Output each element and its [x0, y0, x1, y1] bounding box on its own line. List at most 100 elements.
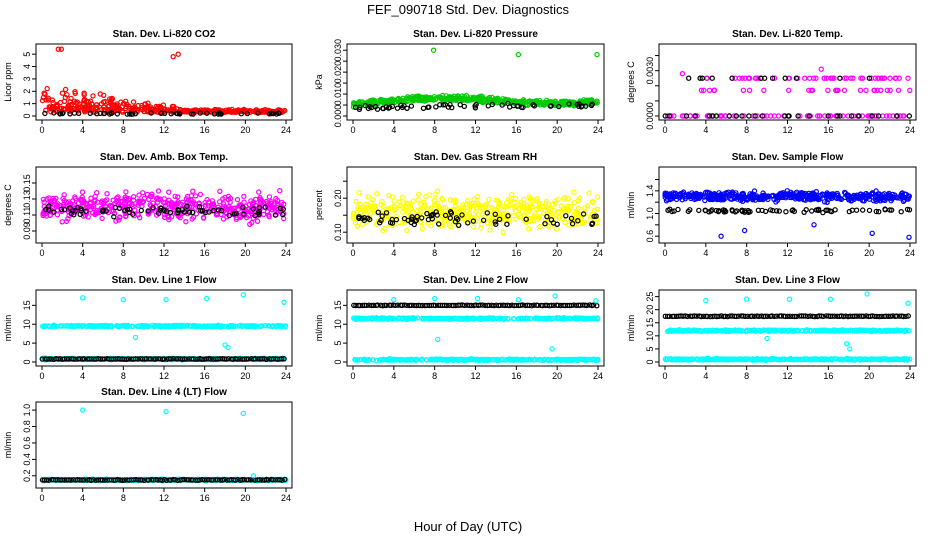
- data-point: [802, 75, 808, 81]
- y-axis-label: ml/min: [626, 315, 636, 342]
- data-point: [884, 87, 891, 94]
- data-point: [582, 357, 588, 363]
- data-point: [771, 75, 778, 81]
- outlier-point: [430, 47, 437, 53]
- data-point: [40, 196, 47, 203]
- data-point: [861, 198, 867, 204]
- data-point: [440, 197, 446, 203]
- data-point: [227, 323, 234, 329]
- data-point: [423, 95, 430, 102]
- data-point: [49, 97, 56, 103]
- reference-point: [697, 75, 703, 81]
- data-point: [102, 98, 108, 105]
- data-point: [456, 96, 462, 102]
- x-tick-label: 0: [662, 371, 667, 381]
- points-layer: [662, 66, 913, 119]
- reference-point: [436, 221, 442, 227]
- reference-point: [569, 220, 576, 227]
- data-point: [252, 323, 258, 329]
- data-point: [829, 191, 835, 197]
- reference-point: [568, 302, 575, 309]
- reference-point: [563, 213, 569, 219]
- reference-point: [46, 356, 52, 362]
- reference-point: [71, 110, 78, 116]
- data-point: [378, 98, 385, 104]
- reference-point: [130, 211, 136, 217]
- y-tick-label: 0.20: [333, 189, 343, 207]
- data-point: [553, 226, 560, 232]
- data-point: [41, 323, 47, 329]
- data-point: [763, 194, 770, 200]
- reference-point: [280, 206, 286, 212]
- reference-point: [849, 207, 856, 213]
- reference-point: [86, 356, 92, 362]
- reference-point: [493, 221, 499, 227]
- y-tick-label: 0.09: [22, 222, 32, 240]
- data-point: [374, 315, 380, 321]
- data-point: [409, 95, 415, 102]
- x-tick-label: 12: [470, 371, 480, 381]
- data-point: [467, 203, 474, 209]
- reference-point: [161, 110, 168, 117]
- reference-point: [168, 110, 174, 117]
- data-point: [206, 199, 212, 205]
- reference-point: [702, 207, 708, 213]
- outlier-point: [593, 298, 599, 304]
- points-layer: [39, 292, 289, 363]
- reference-point: [161, 356, 167, 362]
- reference-point: [184, 203, 190, 209]
- data-point: [534, 195, 540, 202]
- reference-point: [103, 208, 109, 214]
- data-point: [555, 357, 562, 363]
- data-point: [77, 196, 84, 203]
- data-point: [828, 328, 834, 334]
- y-tick-label: 1.0: [645, 207, 655, 220]
- reference-point: [434, 212, 440, 218]
- data-point: [802, 197, 809, 203]
- outlier-point: [175, 51, 181, 57]
- data-point: [427, 357, 433, 363]
- reference-point: [866, 207, 873, 214]
- data-point: [188, 197, 194, 203]
- reference-point: [429, 212, 435, 218]
- reference-point: [806, 113, 812, 119]
- data-point: [842, 194, 848, 201]
- data-point: [680, 189, 687, 195]
- reference-point: [856, 113, 862, 119]
- data-point: [68, 322, 74, 329]
- data-point: [139, 190, 146, 196]
- reference-point: [204, 110, 210, 116]
- reference-point: [380, 105, 386, 112]
- reference-point: [409, 214, 415, 220]
- reference-point: [110, 356, 116, 362]
- data-point: [487, 227, 493, 233]
- data-point: [63, 218, 70, 225]
- reference-point: [906, 113, 913, 119]
- outlier-point: [718, 233, 724, 239]
- reference-point: [739, 113, 745, 119]
- data-point: [145, 211, 152, 217]
- data-point: [353, 198, 359, 205]
- data-point: [799, 194, 805, 201]
- data-point: [241, 193, 247, 200]
- data-point: [519, 316, 525, 322]
- x-tick-label: 16: [200, 248, 210, 258]
- reference-point: [489, 101, 495, 108]
- reference-point: [898, 208, 904, 215]
- data-point: [417, 97, 423, 103]
- data-point: [493, 357, 500, 363]
- data-point: [72, 88, 78, 95]
- data-point: [62, 86, 69, 93]
- data-point: [873, 198, 879, 204]
- x-tick-label: 8: [432, 371, 437, 381]
- data-point: [672, 190, 679, 196]
- reference-point: [492, 219, 498, 225]
- data-point: [417, 206, 423, 213]
- data-point: [666, 192, 672, 199]
- data-point: [450, 316, 456, 322]
- data-point: [896, 328, 903, 334]
- data-point: [124, 323, 131, 330]
- data-point: [702, 197, 708, 204]
